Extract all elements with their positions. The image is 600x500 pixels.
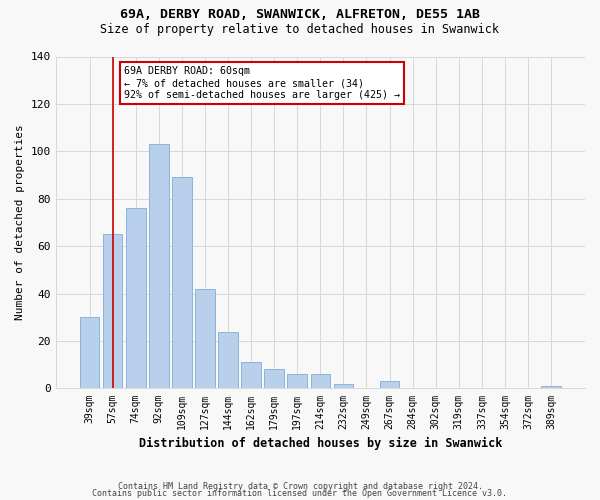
Text: 69A DERBY ROAD: 60sqm
← 7% of detached houses are smaller (34)
92% of semi-detac: 69A DERBY ROAD: 60sqm ← 7% of detached h… bbox=[124, 66, 400, 100]
Bar bbox=[149, 144, 169, 388]
Bar bbox=[80, 318, 100, 388]
Bar bbox=[334, 384, 353, 388]
Bar bbox=[218, 332, 238, 388]
Text: Contains HM Land Registry data © Crown copyright and database right 2024.: Contains HM Land Registry data © Crown c… bbox=[118, 482, 482, 491]
Bar bbox=[380, 382, 400, 388]
Text: Size of property relative to detached houses in Swanwick: Size of property relative to detached ho… bbox=[101, 22, 499, 36]
Bar bbox=[126, 208, 146, 388]
Bar bbox=[311, 374, 330, 388]
Bar bbox=[265, 370, 284, 388]
Bar bbox=[241, 362, 261, 388]
Bar bbox=[287, 374, 307, 388]
Text: Contains public sector information licensed under the Open Government Licence v3: Contains public sector information licen… bbox=[92, 490, 508, 498]
Bar bbox=[172, 178, 191, 388]
Text: 69A, DERBY ROAD, SWANWICK, ALFRETON, DE55 1AB: 69A, DERBY ROAD, SWANWICK, ALFRETON, DE5… bbox=[120, 8, 480, 20]
Bar bbox=[103, 234, 122, 388]
X-axis label: Distribution of detached houses by size in Swanwick: Distribution of detached houses by size … bbox=[139, 437, 502, 450]
Bar bbox=[195, 289, 215, 388]
Bar bbox=[541, 386, 561, 388]
Y-axis label: Number of detached properties: Number of detached properties bbox=[15, 124, 25, 320]
